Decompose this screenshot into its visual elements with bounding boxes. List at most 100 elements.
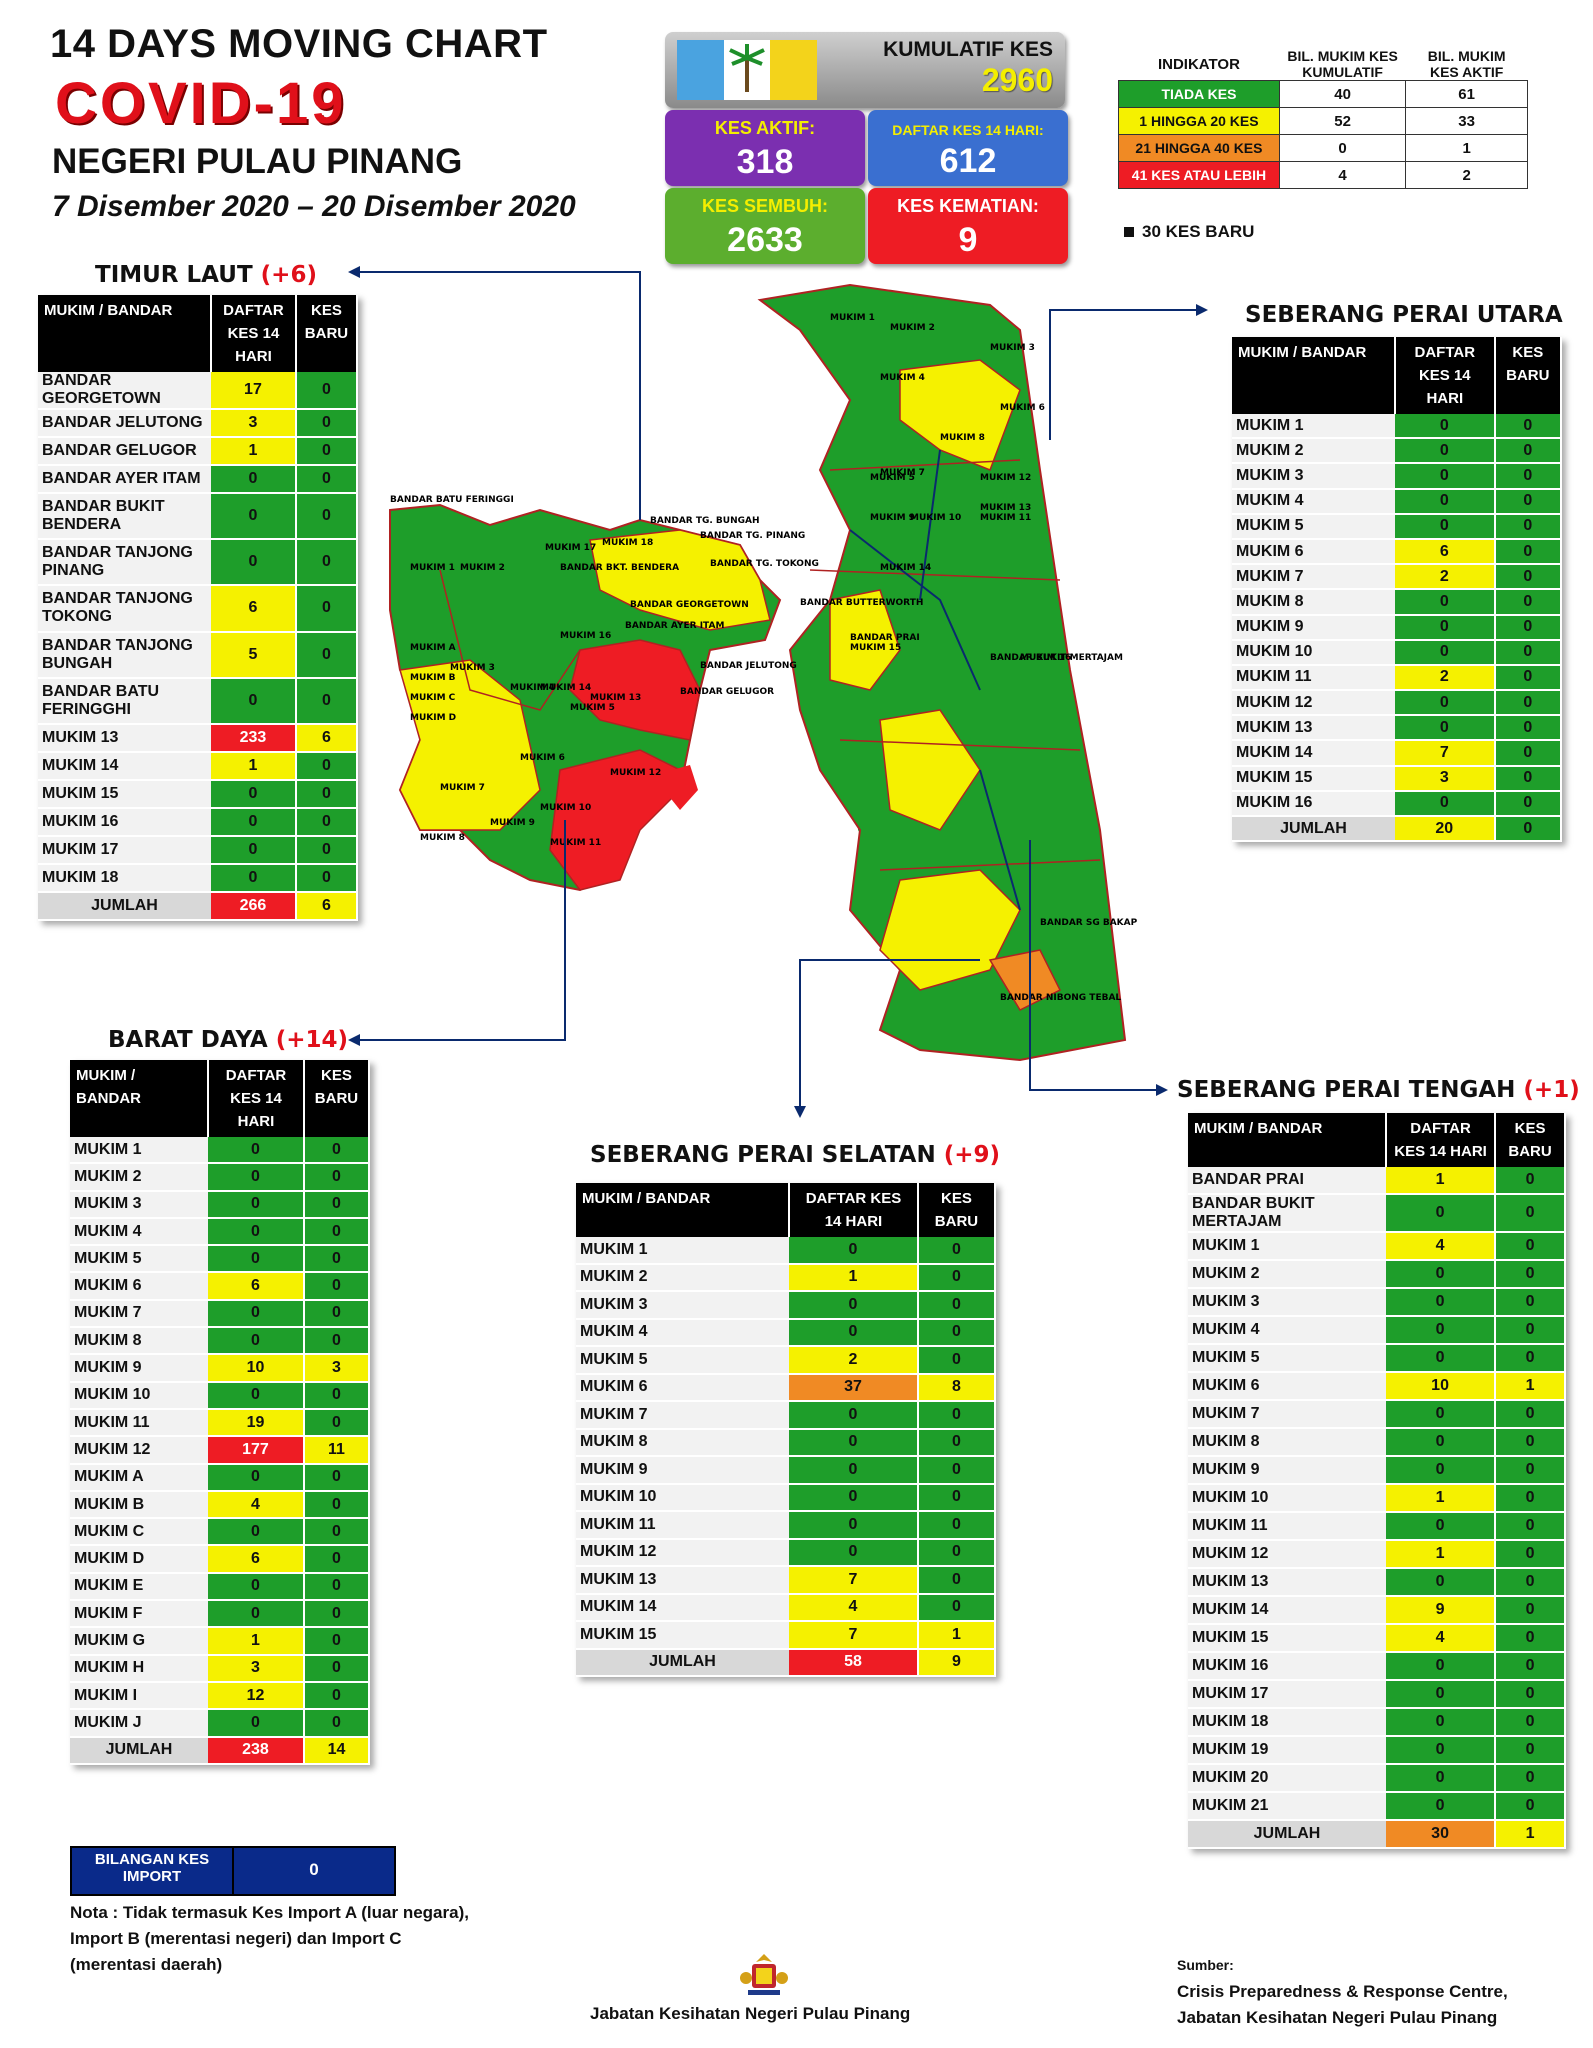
table-row: BANDAR TANJONG BUNGAH 5 0 bbox=[38, 631, 359, 679]
row-label: MUKIM 10 bbox=[70, 1381, 208, 1410]
daftar-value: 1 bbox=[1386, 1540, 1497, 1569]
state-title: NEGERI PULAU PINANG bbox=[52, 142, 463, 181]
map-label: MUKIM B bbox=[410, 673, 456, 683]
row-label: MUKIM 7 bbox=[1188, 1400, 1386, 1429]
row-label: JUMLAH bbox=[70, 1736, 208, 1765]
row-label: MUKIM 3 bbox=[1188, 1288, 1386, 1317]
row-label: MUKIM F bbox=[70, 1600, 208, 1629]
baru-value: 0 bbox=[295, 631, 359, 679]
daftar-value: 0 bbox=[211, 465, 297, 494]
baru-value: 0 bbox=[1494, 513, 1563, 540]
row-label: MUKIM 14 bbox=[576, 1593, 789, 1622]
map-label: MUKIM 8 bbox=[940, 433, 985, 443]
row-label: MUKIM J bbox=[70, 1709, 208, 1738]
baru-value: 0 bbox=[303, 1463, 371, 1492]
baru-value: 11 bbox=[303, 1436, 371, 1465]
row-label: MUKIM 6 bbox=[576, 1373, 789, 1402]
mainland-shape bbox=[757, 283, 1127, 1062]
map-label: MUKIM 4 bbox=[510, 683, 555, 693]
island-west-yellow bbox=[399, 659, 541, 831]
table-row: MUKIM 11 2 0 bbox=[1232, 664, 1563, 692]
daftar-value: 0 bbox=[789, 1237, 919, 1265]
row-label: MUKIM 10 bbox=[1232, 639, 1395, 666]
barat-daya-table: MUKIM / BANDAR DAFTAR KES 14 HARI KES BARU… bbox=[70, 1060, 371, 1765]
baru-value: 0 bbox=[1494, 664, 1563, 692]
map-label: MUKIM 10 bbox=[910, 513, 961, 523]
daftar-value: 7 bbox=[1395, 740, 1496, 767]
table-row: MUKIM 15 0 0 bbox=[38, 779, 359, 809]
map-label: MUKIM 13 bbox=[590, 693, 641, 703]
coat-of-arms-icon bbox=[738, 1950, 790, 1998]
baru-value: 0 bbox=[1494, 715, 1563, 742]
baru-value: 0 bbox=[1495, 1428, 1566, 1457]
baru-value: 0 bbox=[1494, 564, 1563, 591]
table-row: MUKIM 17 0 0 bbox=[38, 835, 359, 865]
sps-title: SEBERANG PERAI SELATAN (+9) bbox=[590, 1142, 1001, 1168]
baru-value: 0 bbox=[295, 807, 359, 837]
mainland-yellow-3 bbox=[879, 709, 981, 831]
date-range: 7 Disember 2020 – 20 Disember 2020 bbox=[52, 190, 576, 223]
header-cell: DAFTAR KES 14 HARI bbox=[1395, 337, 1496, 414]
map-label: BANDAR TG. TOKONG bbox=[710, 559, 819, 569]
baru-value: 0 bbox=[917, 1428, 997, 1457]
baru-value: 0 bbox=[917, 1511, 997, 1540]
total-row: JUMLAH 30 1 bbox=[1188, 1820, 1566, 1849]
map-label: MUKIM 15 bbox=[850, 643, 901, 653]
daftar-value: 1 bbox=[1386, 1167, 1497, 1195]
chart-heading: 14 DAYS MOVING CHART bbox=[50, 22, 548, 66]
map-label: MUKIM 5 bbox=[570, 703, 615, 713]
daftar-value: 2 bbox=[789, 1346, 919, 1375]
map-label: MUKIM 5 bbox=[870, 473, 915, 483]
daftar-value: 0 bbox=[1386, 1194, 1497, 1233]
baru-value: 8 bbox=[917, 1373, 997, 1402]
map-label: MUKIM 8 bbox=[420, 833, 465, 843]
baru-value: 0 bbox=[295, 863, 359, 893]
table-row: MUKIM 14 7 0 bbox=[1232, 740, 1563, 767]
row-label: BANDAR GELUGOR bbox=[38, 437, 211, 466]
baru-value: 0 bbox=[1495, 1764, 1566, 1793]
row-label: MUKIM 4 bbox=[1232, 488, 1395, 515]
daftar-value: 0 bbox=[789, 1483, 919, 1512]
table-row: MUKIM 6 37 8 bbox=[576, 1373, 997, 1402]
timur-laut-table: MUKIM / BANDAR DAFTAR KES 14 HARI KES BARU… bbox=[38, 295, 359, 921]
daftar-value: 1 bbox=[211, 751, 297, 781]
indicator-label: 1 HINGGA 20 KES bbox=[1118, 107, 1280, 135]
map-label: MUKIM 1 bbox=[410, 563, 455, 573]
table-row: MUKIM 12 177 11 bbox=[70, 1436, 371, 1465]
row-label: MUKIM 2 bbox=[576, 1263, 789, 1292]
daftar-value: 4 bbox=[208, 1490, 305, 1520]
map-label: MUKIM 1 bbox=[830, 313, 875, 323]
row-label: MUKIM 10 bbox=[576, 1483, 789, 1512]
daftar-value: 0 bbox=[1395, 463, 1496, 490]
row-label: MUKIM 1 bbox=[70, 1137, 208, 1165]
map-label: MUKIM 17 bbox=[545, 543, 596, 553]
arrowhead-icon bbox=[1156, 1084, 1168, 1096]
table-row: MUKIM 15 7 1 bbox=[576, 1621, 997, 1650]
mainland-yellow-2 bbox=[829, 589, 901, 691]
table-row: MUKIM 14 1 0 bbox=[38, 751, 359, 781]
spu-table: MUKIM / BANDAR DAFTAR KES 14 HARI KES BARU… bbox=[1232, 337, 1563, 843]
daftar-value: 0 bbox=[1395, 690, 1496, 717]
header-cell: MUKIM / BANDAR bbox=[576, 1183, 790, 1237]
import-note: Nota : Tidak termasuk Kes Import A (luar… bbox=[70, 1903, 469, 1974]
daftar-value: 37 bbox=[789, 1373, 919, 1402]
row-label: MUKIM 5 bbox=[1232, 513, 1395, 540]
daftar-value: 58 bbox=[789, 1648, 919, 1677]
table-row: MUKIM 17 0 0 bbox=[1188, 1680, 1566, 1709]
penang-flag-icon bbox=[677, 40, 818, 100]
arrowhead-icon bbox=[794, 1106, 806, 1118]
daftar-value: 6 bbox=[211, 585, 297, 633]
map-label: MUKIM 2 bbox=[890, 323, 935, 333]
indicator-aktif: 33 bbox=[1405, 107, 1528, 135]
import-box: BILANGAN KES IMPORT 0 bbox=[70, 1846, 396, 1896]
map-label: MUKIM 6 bbox=[520, 753, 565, 763]
